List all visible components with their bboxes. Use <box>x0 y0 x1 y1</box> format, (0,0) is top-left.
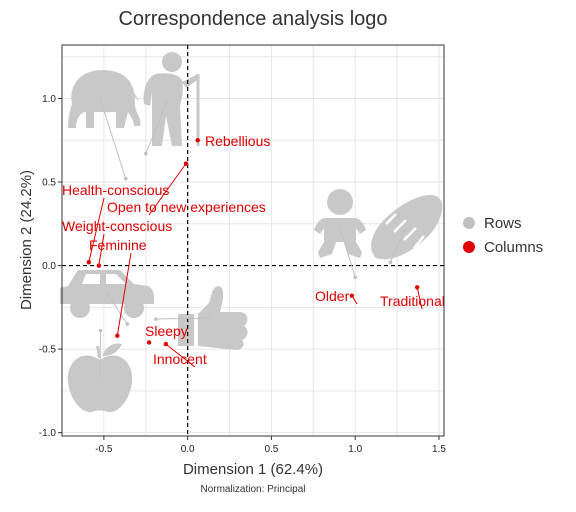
x-tick-label: -0.5 <box>95 444 113 455</box>
column-label: Feminine <box>89 237 147 253</box>
row-point <box>123 176 128 181</box>
column-point <box>86 260 92 265</box>
row-leader-line <box>339 227 356 278</box>
row-leader-line <box>389 227 407 263</box>
y-tick-label: 1.0 <box>42 94 56 105</box>
column-point <box>414 285 420 290</box>
y-tick-label: 0.0 <box>42 261 56 272</box>
column-point <box>195 138 200 143</box>
axis-ticks: -0.5 0.0 0.5 1.0 1.5 -1.0 -0.5 0.0 0.5 1.0 <box>39 94 447 455</box>
row-point <box>143 151 148 156</box>
column-label: Rebellious <box>205 133 270 149</box>
column-point <box>183 161 189 166</box>
plot-frame <box>61 44 445 437</box>
thumbs-up-icon <box>178 286 248 350</box>
column-label: Weight-conscious <box>62 218 172 234</box>
row-leader-line <box>105 291 128 325</box>
apple-icon <box>67 343 133 413</box>
row-leader-line <box>155 317 213 320</box>
row-point <box>98 328 103 333</box>
column-point <box>163 341 169 347</box>
column-leader-line <box>98 233 105 266</box>
column-leader-line <box>148 163 187 216</box>
baby-icon <box>314 189 366 258</box>
column-point <box>115 333 120 338</box>
data-points <box>86 138 420 347</box>
column-leader-line <box>416 287 423 310</box>
row-point <box>353 275 358 280</box>
column-label: Sleepy <box>145 323 188 339</box>
legend-rows-marker <box>463 217 475 229</box>
x-tick-label: 0.5 <box>264 444 278 455</box>
column-point <box>146 340 152 345</box>
row-leader-line <box>145 99 169 154</box>
elderly-person-icon <box>143 52 200 146</box>
column-label: Innocent <box>153 351 207 367</box>
zero-lines <box>62 45 444 436</box>
y-tick-label: 0.5 <box>42 178 56 189</box>
column-point <box>349 293 355 298</box>
car-icon <box>60 270 154 318</box>
column-label: Traditional <box>380 293 445 309</box>
column-label: Older <box>315 288 350 304</box>
column-leader-line <box>116 252 132 336</box>
column-label: Open to new experiences <box>107 199 266 215</box>
x-tick-label: 1.0 <box>348 444 362 455</box>
leader-lines <box>88 97 423 379</box>
y-tick-label: -1.0 <box>39 428 57 439</box>
row-leader-line <box>99 97 127 179</box>
y-tick-label: -0.5 <box>39 345 57 356</box>
chart-title: Correspondence analysis logo <box>118 8 387 30</box>
x-tick-label: 1.5 <box>432 444 446 455</box>
row-icons <box>60 52 443 413</box>
bread-icon <box>371 194 443 260</box>
point-labels: Rebellious Open to new experiencesHealth-… <box>62 133 445 367</box>
row-point <box>125 322 130 326</box>
normalization-caption: Normalization: Principal <box>200 484 305 495</box>
y-axis-label: Dimension 2 (24.2%) <box>18 170 35 310</box>
column-leader-line <box>88 197 105 263</box>
legend-rows-label: Rows <box>484 215 522 232</box>
row-point <box>388 260 393 265</box>
column-label: Health-conscious <box>62 182 169 198</box>
x-tick-label: 0.0 <box>181 444 195 455</box>
x-axis-label: Dimension 1 (62.4%) <box>183 461 323 478</box>
column-leader-line <box>165 343 196 368</box>
row-leader-line <box>99 330 102 379</box>
row-point <box>154 317 158 321</box>
elephant-icon <box>68 70 141 128</box>
legend: Rows Columns <box>463 215 543 256</box>
column-point <box>96 263 102 268</box>
legend-columns-marker <box>463 241 475 253</box>
legend-columns-label: Columns <box>484 239 543 256</box>
